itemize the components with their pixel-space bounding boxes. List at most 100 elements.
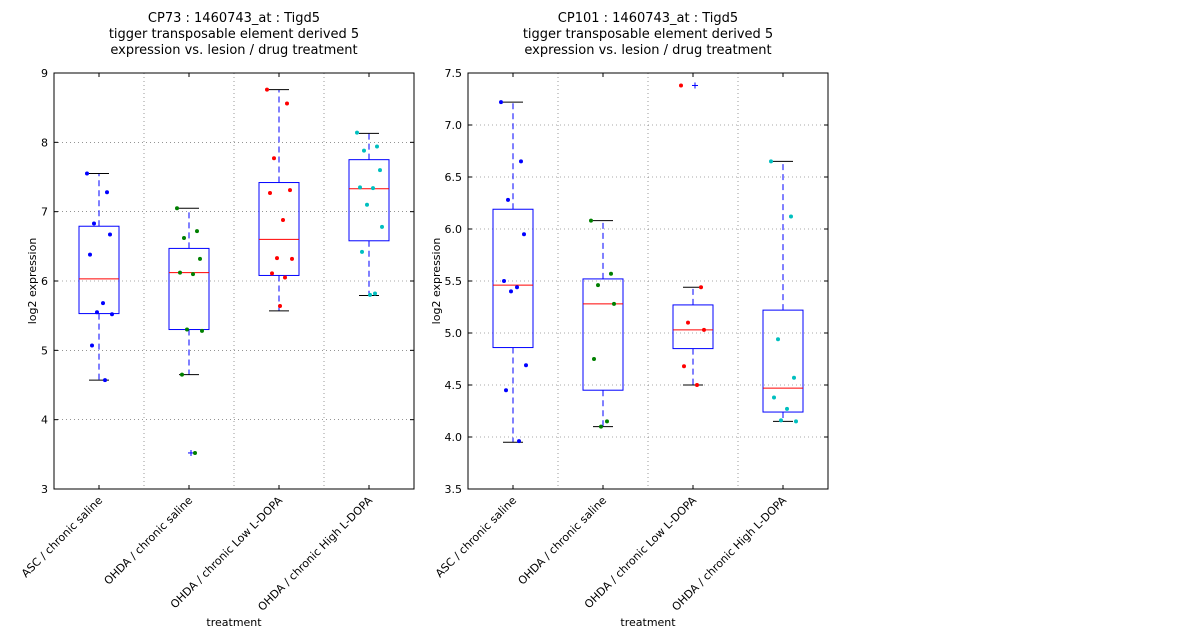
box: [258, 182, 300, 276]
chart-title-line: expression vs. lesion / drug treatment: [524, 43, 771, 58]
data-point: [605, 419, 609, 424]
y-tick-label: 5: [41, 344, 48, 357]
data-point: [679, 83, 683, 88]
data-point: [378, 168, 382, 173]
y-tick-label: 7.0: [445, 119, 463, 132]
box: [672, 304, 714, 350]
data-point: [95, 310, 99, 315]
data-point: [699, 285, 703, 290]
data-point: [283, 275, 287, 280]
data-point: [789, 214, 793, 219]
box: [78, 225, 120, 315]
data-point: [373, 291, 377, 296]
chart-title-line: CP73 : 1460743_at : Tigd5: [148, 11, 320, 26]
x-axis-label: treatment: [206, 616, 262, 629]
x-axis-label: treatment: [620, 616, 676, 629]
data-point: [182, 236, 186, 241]
data-point: [101, 301, 105, 306]
data-point: [85, 171, 89, 176]
data-point: [265, 87, 269, 92]
data-point: [88, 252, 92, 257]
data-point: [519, 159, 523, 164]
data-point: [200, 328, 204, 333]
y-tick-label: 6.5: [445, 171, 463, 184]
data-point: [596, 283, 600, 288]
data-point: [270, 271, 274, 276]
data-point: [776, 337, 780, 342]
data-point: [358, 185, 362, 190]
data-point: [368, 292, 372, 297]
data-point: [686, 320, 690, 325]
y-tick-label: 5.5: [445, 275, 463, 288]
data-point: [589, 218, 593, 223]
y-tick-label: 4: [41, 414, 48, 427]
data-point: [509, 289, 513, 294]
data-point: [103, 378, 107, 383]
data-point: [180, 372, 184, 377]
data-point: [380, 224, 384, 229]
chart-title-line: tigger transposable element derived 5: [109, 27, 359, 42]
data-point: [198, 256, 202, 261]
data-point: [110, 312, 114, 317]
y-tick-label: 9: [41, 67, 48, 80]
data-point: [193, 450, 197, 455]
data-point: [365, 202, 369, 207]
y-tick-label: 5.0: [445, 327, 463, 340]
chart-title-line: CP101 : 1460743_at : Tigd5: [558, 11, 738, 26]
data-point: [612, 301, 616, 306]
data-point: [779, 418, 783, 423]
data-point: [375, 144, 379, 149]
data-point: [517, 439, 521, 444]
box: [168, 247, 210, 331]
data-point: [362, 148, 366, 153]
data-point: [599, 424, 603, 429]
y-tick-label: 3: [41, 483, 48, 496]
data-point: [695, 383, 699, 387]
data-point: [794, 419, 798, 424]
data-point: [609, 271, 613, 276]
data-point: [191, 272, 195, 277]
data-point: [702, 327, 706, 332]
data-point: [682, 364, 686, 369]
data-point: [515, 285, 519, 290]
data-point: [506, 197, 510, 202]
data-point: [178, 270, 182, 275]
y-tick-label: 7.5: [445, 67, 463, 80]
data-point: [524, 363, 528, 368]
data-point: [92, 221, 96, 226]
data-point: [90, 343, 94, 348]
data-point: [281, 217, 285, 222]
data-point: [522, 232, 526, 237]
data-point: [785, 406, 789, 411]
y-tick-label: 6.0: [445, 223, 463, 236]
box: [348, 159, 390, 242]
data-point: [268, 190, 272, 195]
data-point: [360, 249, 364, 254]
x-tick-label: OHDA / chronic saline: [102, 494, 196, 588]
data-point: [278, 303, 282, 308]
y-tick-label: 4.5: [445, 379, 463, 392]
box: [762, 309, 804, 413]
data-point: [275, 256, 279, 261]
y-tick-label: 8: [41, 136, 48, 149]
y-tick-label: 6: [41, 275, 48, 288]
y-tick-label: 7: [41, 206, 48, 219]
data-point: [502, 279, 506, 283]
data-point: [288, 188, 292, 193]
plot-frame: [53, 72, 415, 490]
data-point: [355, 130, 359, 135]
data-point: [290, 256, 294, 261]
data-point: [272, 156, 276, 161]
y-tick-label: 4.0: [445, 431, 463, 444]
data-point: [792, 375, 796, 380]
x-tick-label: ASC / chronic saline: [19, 494, 105, 580]
data-point: [285, 101, 289, 106]
data-point: [504, 388, 508, 393]
data-point: [185, 327, 189, 332]
x-tick-label: ASC / chronic saline: [433, 494, 519, 580]
data-point: [769, 159, 773, 164]
chart-title-line: expression vs. lesion / drug treatment: [110, 43, 357, 58]
data-point: [592, 357, 596, 361]
data-point: [175, 206, 179, 211]
